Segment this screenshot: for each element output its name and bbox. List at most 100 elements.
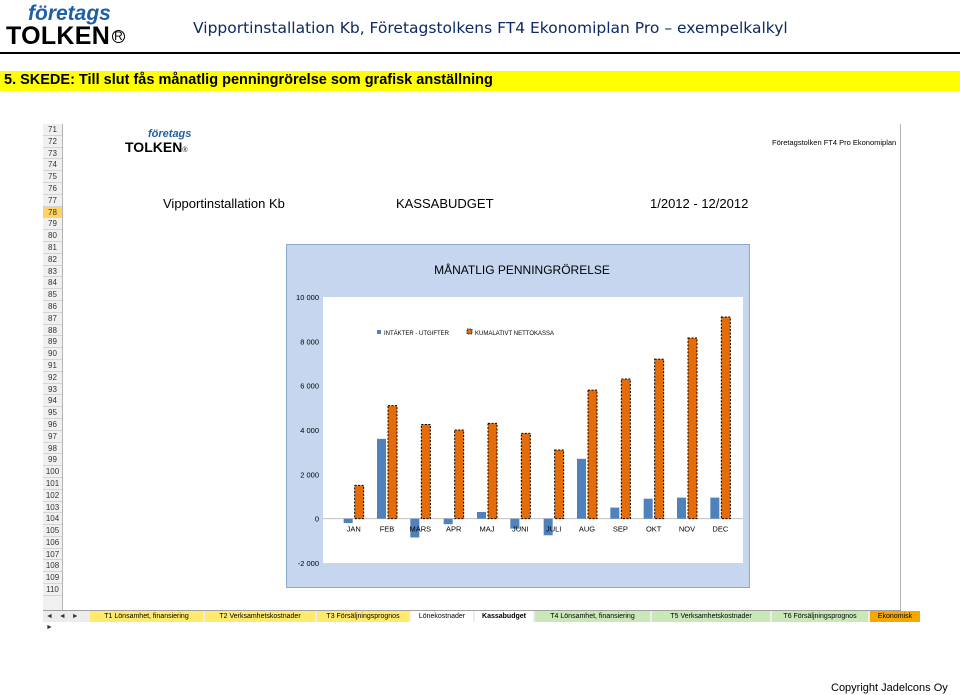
row-header[interactable]: 97	[43, 431, 62, 443]
row-header[interactable]: 75	[43, 171, 62, 183]
x-tick-label: MARS	[409, 525, 431, 534]
bar-intakter-utgifter	[377, 438, 386, 519]
bar-kumulativt-nettokassa	[587, 389, 598, 520]
y-tick-label: 6 000	[300, 382, 319, 391]
row-header[interactable]: 71	[43, 124, 62, 136]
row-header[interactable]: 106	[43, 537, 62, 549]
sheet-tab[interactable]: T1 Lönsamhet, finansiering	[90, 611, 203, 622]
header-divider	[0, 52, 960, 54]
sheet-tab[interactable]: Kassabudget	[475, 611, 533, 623]
row-header[interactable]: 79	[43, 218, 62, 231]
y-tick-label: 0	[315, 515, 319, 524]
copyright-text: Copyright Jadelcons Oy	[831, 682, 948, 694]
sheet-tab-bar: ◄ ◄ ► ► T1 Lönsamhet, finansiering T2 Ver…	[43, 610, 920, 631]
row-header[interactable]: 96	[43, 419, 62, 431]
x-tick-label: JULI	[546, 525, 561, 534]
row-header[interactable]: 100	[43, 466, 62, 478]
stage-label: 5. SKEDE: Till slut fås månatlig penning…	[4, 72, 493, 88]
x-tick-label: OKT	[646, 525, 662, 534]
sheet-tab[interactable]: T3 Försäljningsprognos	[317, 611, 409, 622]
cashflow-chart[interactable]: MÅNATLIG PENNINGRÖRELSE -2 000 0 2 000 4 000…	[286, 244, 750, 588]
logo-line1: företags	[28, 2, 111, 25]
row-header[interactable]: 93	[43, 384, 62, 396]
row-headers: 71 72 73 74 75 76 77 78 79 80 81 82 83 84 85 86 87 88 89 90…	[43, 124, 63, 611]
sheet-tab[interactable]: Lönekostnader	[411, 611, 473, 622]
row-header[interactable]: 85	[43, 289, 62, 301]
row-header[interactable]: 103	[43, 502, 62, 514]
chart-title: MÅNATLIG PENNINGRÖRELSE	[434, 262, 610, 277]
y-tick-label: 10 000	[296, 293, 319, 302]
stage-banner: 5. SKEDE: Till slut fås månatlig penning…	[0, 71, 960, 91]
brand-logo: företags TOLKEN R	[6, 2, 136, 50]
row-header[interactable]: 90	[43, 348, 62, 360]
row-header[interactable]: 81	[43, 242, 62, 254]
registered-mark: R	[112, 29, 126, 43]
row-header[interactable]: 92	[43, 372, 62, 384]
bar-kumulativt-nettokassa	[354, 484, 365, 520]
company-name: Vipportinstallation Kb	[163, 196, 285, 211]
row-header[interactable]: 83	[43, 266, 62, 278]
row-header[interactable]: 76	[43, 183, 62, 195]
bar-intakter-utgifter	[343, 518, 353, 524]
row-header[interactable]: 108	[43, 560, 62, 573]
bar-intakter-utgifter	[543, 518, 553, 536]
row-header[interactable]: 91	[43, 360, 62, 372]
row-header[interactable]: 109	[43, 572, 62, 585]
sheet-tab[interactable]: T5 Verksamhetskostnader	[652, 611, 770, 622]
bar-kumulativt-nettokassa	[554, 449, 565, 520]
sheet-tab[interactable]: T4 Lönsamhet, finansiering	[535, 611, 650, 622]
bar-intakter-utgifter	[410, 518, 420, 538]
row-header[interactable]: 105	[43, 525, 62, 537]
y-tick-label: 2 000	[300, 470, 319, 479]
bar-intakter-utgifter	[443, 518, 453, 525]
bar-intakter-utgifter	[577, 458, 586, 519]
row-header[interactable]: 94	[43, 395, 62, 408]
bar-intakter-utgifter	[510, 518, 520, 529]
document-title: Vipportinstallation Kb, Företagstolkens …	[193, 19, 788, 37]
legend-label-nettokassa: KUMALATIVT NETTOKASSA	[475, 331, 554, 337]
bar-kumulativt-nettokassa	[687, 337, 698, 520]
sheet-tab[interactable]: T2 Verksamhetskostnader	[205, 611, 315, 622]
bar-intakter-utgifter	[477, 512, 486, 519]
product-name: Företagstolken FT4 Pro Ekonomiplan	[772, 138, 897, 147]
bar-intakter-utgifter	[677, 497, 686, 519]
row-header[interactable]: 107	[43, 549, 62, 561]
row-header[interactable]: 78	[43, 206, 62, 219]
row-header[interactable]: 101	[43, 478, 62, 490]
row-header[interactable]: 74	[43, 159, 62, 172]
x-tick-label: APR	[446, 525, 462, 534]
bar-intakter-utgifter	[643, 498, 653, 519]
bar-kumulativt-nettokassa	[620, 378, 631, 520]
row-header[interactable]: 72	[43, 136, 62, 148]
legend-marker-nettokassa	[466, 328, 473, 335]
sheet-tab[interactable]: T6 Försäljningsprognos	[772, 611, 868, 622]
bar-kumulativt-nettokassa	[454, 429, 465, 520]
bar-intakter-utgifter	[710, 497, 720, 519]
row-header[interactable]: 89	[43, 336, 62, 349]
row-header[interactable]: 102	[43, 490, 62, 502]
row-header[interactable]: 86	[43, 301, 62, 313]
bar-kumulativt-nettokassa	[720, 316, 731, 520]
row-header[interactable]: 84	[43, 277, 62, 290]
legend-marker-intakter	[377, 330, 381, 334]
row-header[interactable]: 88	[43, 325, 62, 337]
tab-navigation-buttons[interactable]: ◄ ◄ ► ►	[46, 613, 81, 631]
row-header[interactable]: 99	[43, 454, 62, 467]
row-header[interactable]: 80	[43, 230, 62, 242]
row-header[interactable]: 82	[43, 254, 62, 266]
sheet-tab[interactable]: Ekonomisk	[870, 611, 920, 622]
document-type: KASSABUDGET	[396, 196, 494, 211]
bar-kumulativt-nettokassa	[487, 422, 498, 520]
row-header[interactable]: 73	[43, 148, 62, 160]
row-header[interactable]: 77	[43, 195, 62, 207]
row-header[interactable]: 104	[43, 513, 62, 526]
row-header[interactable]: 87	[43, 313, 62, 325]
sheet-logo-line1: företags	[148, 128, 192, 140]
bar-kumulativt-nettokassa	[420, 423, 431, 520]
sheet-right-edge	[900, 124, 901, 611]
bar-kumulativt-nettokassa	[520, 432, 531, 520]
legend-label-intakter: INTÄKTER - UTGIFTER	[384, 330, 450, 337]
row-header[interactable]: 95	[43, 407, 62, 419]
row-header[interactable]: 98	[43, 443, 62, 455]
row-header[interactable]: 110	[43, 584, 62, 596]
